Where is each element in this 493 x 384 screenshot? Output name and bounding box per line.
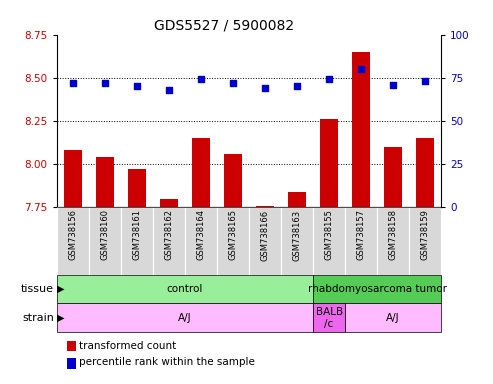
Point	[293, 83, 301, 89]
Bar	[281, 207, 313, 275]
Bar	[57, 207, 89, 275]
Point	[197, 76, 205, 83]
Bar	[256, 205, 274, 207]
Bar	[217, 207, 249, 275]
Text: GSM738165: GSM738165	[228, 209, 238, 260]
Bar	[377, 207, 409, 275]
Text: GSM738159: GSM738159	[421, 209, 430, 260]
Bar	[345, 207, 377, 275]
Text: BALB
/c: BALB /c	[316, 307, 343, 329]
Text: GSM738155: GSM738155	[324, 209, 334, 260]
Bar	[64, 150, 81, 207]
Point	[357, 66, 365, 72]
Bar	[313, 303, 345, 332]
Bar	[96, 157, 113, 207]
Bar	[57, 303, 313, 332]
Text: GSM738166: GSM738166	[260, 209, 270, 260]
Text: ▶: ▶	[57, 313, 64, 323]
Bar	[89, 207, 121, 275]
Point	[69, 80, 77, 86]
Bar	[288, 192, 306, 207]
Point	[101, 80, 108, 86]
Bar	[345, 303, 441, 332]
Bar	[417, 138, 434, 207]
Text: strain: strain	[22, 313, 54, 323]
Bar	[320, 119, 338, 207]
Point	[421, 78, 429, 84]
Bar	[409, 207, 441, 275]
Bar	[249, 207, 281, 275]
Text: GSM738156: GSM738156	[68, 209, 77, 260]
Point	[325, 76, 333, 83]
Text: GSM738157: GSM738157	[356, 209, 366, 260]
Bar	[121, 207, 153, 275]
Point	[165, 87, 173, 93]
Point	[261, 85, 269, 91]
Text: percentile rank within the sample: percentile rank within the sample	[79, 357, 255, 367]
Point	[133, 83, 141, 89]
Text: GSM738158: GSM738158	[388, 209, 398, 260]
Bar	[128, 169, 145, 207]
Bar	[313, 207, 345, 275]
Bar	[57, 275, 313, 303]
Text: control: control	[167, 284, 203, 294]
Text: GDS5527 / 5900082: GDS5527 / 5900082	[154, 19, 294, 33]
Text: ▶: ▶	[57, 284, 64, 294]
Text: GSM738164: GSM738164	[196, 209, 206, 260]
Bar	[385, 147, 402, 207]
Text: rhabdomyosarcoma tumor: rhabdomyosarcoma tumor	[308, 284, 447, 294]
Text: GSM738161: GSM738161	[132, 209, 141, 260]
Bar	[160, 199, 177, 207]
Text: tissue: tissue	[21, 284, 54, 294]
Text: A/J: A/J	[178, 313, 192, 323]
Bar	[352, 52, 370, 207]
Bar	[185, 207, 217, 275]
Text: transformed count: transformed count	[79, 341, 176, 351]
Point	[229, 80, 237, 86]
Text: GSM738160: GSM738160	[100, 209, 109, 260]
Bar	[313, 275, 441, 303]
Bar	[192, 138, 210, 207]
Text: GSM738163: GSM738163	[292, 209, 302, 260]
Point	[389, 81, 397, 88]
Text: GSM738162: GSM738162	[164, 209, 174, 260]
Bar	[224, 154, 242, 207]
Text: A/J: A/J	[387, 313, 400, 323]
Bar	[153, 207, 185, 275]
